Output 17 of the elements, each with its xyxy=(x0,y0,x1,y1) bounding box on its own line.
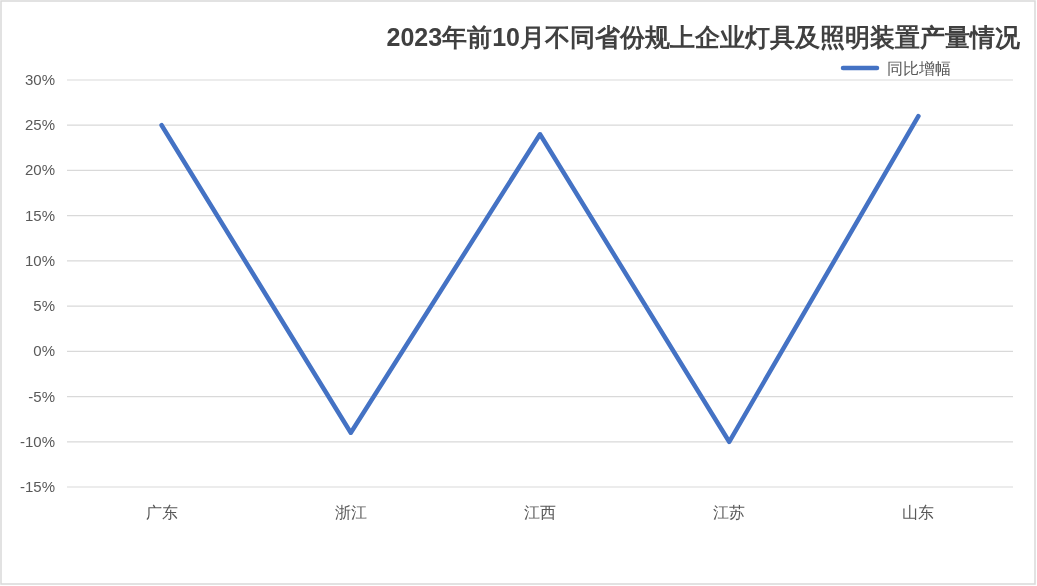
y-tick-label: 20% xyxy=(24,161,55,179)
x-tick-label: 江苏 xyxy=(713,504,746,521)
y-tick-label: -5% xyxy=(28,387,55,405)
x-tick-label: 广东 xyxy=(145,504,178,521)
y-tick-label: 5% xyxy=(33,297,55,315)
y-tick-label: 30% xyxy=(24,71,55,88)
title: 2023年前10月不同省份规上企业灯具及照明装置产量情况 xyxy=(386,23,1020,51)
y-tick-label: 0% xyxy=(33,342,55,360)
y-tick-label: 25% xyxy=(24,116,55,134)
y-tick-label: -15% xyxy=(19,478,55,495)
y-tick-label: 10% xyxy=(24,251,55,269)
x-tick-label: 山东 xyxy=(902,504,935,521)
y-tick-label: 15% xyxy=(24,206,55,224)
x-tick-label: 江西 xyxy=(524,504,556,521)
x-tick-label: 浙江 xyxy=(334,504,367,521)
legend-label: 同比增幅 xyxy=(887,60,951,77)
y-tick-label: -10% xyxy=(19,432,55,450)
